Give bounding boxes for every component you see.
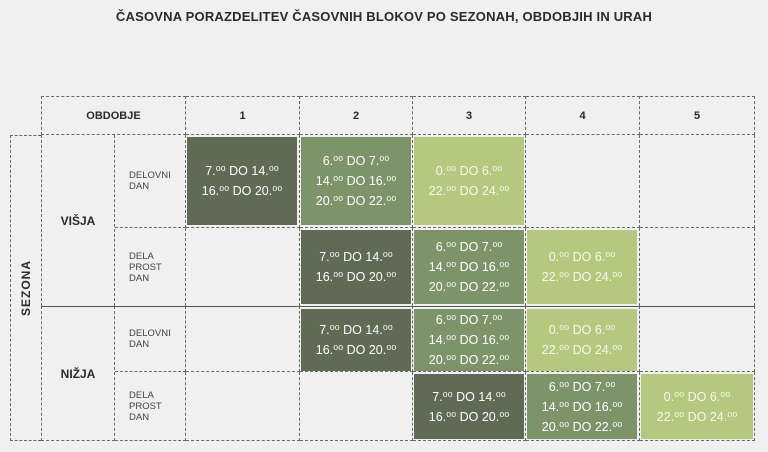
- slot-cell: 6.⁰⁰ DO 7.⁰⁰ 14.⁰⁰ DO 16.⁰⁰ 20.⁰⁰ DO 22.…: [413, 306, 526, 372]
- empty-cell: [640, 135, 755, 228]
- daytype-working: DELOVNI DAN: [115, 306, 186, 372]
- block-1-cell: 7.⁰⁰ DO 14.⁰⁰ 16.⁰⁰ DO 20.⁰⁰: [301, 309, 411, 371]
- block-2-cell: 6.⁰⁰ DO 7.⁰⁰ 14.⁰⁰ DO 16.⁰⁰ 20.⁰⁰ DO 22.…: [527, 374, 637, 439]
- period-header-5: 5: [640, 96, 755, 135]
- empty-cell: [186, 306, 300, 372]
- empty-cell: [640, 306, 755, 372]
- slot-cell: 0.⁰⁰ DO 6.⁰⁰ 22.⁰⁰ DO 24.⁰⁰: [413, 135, 526, 228]
- block-2-cell: 6.⁰⁰ DO 7.⁰⁰ 14.⁰⁰ DO 16.⁰⁰ 20.⁰⁰ DO 22.…: [414, 230, 524, 304]
- block-2-cell: 6.⁰⁰ DO 7.⁰⁰ 14.⁰⁰ DO 16.⁰⁰ 20.⁰⁰ DO 22.…: [414, 309, 524, 371]
- block-3-cell: 0.⁰⁰ DO 6.⁰⁰ 22.⁰⁰ DO 24.⁰⁰: [527, 309, 637, 371]
- slot-cell: 0.⁰⁰ DO 6.⁰⁰ 22.⁰⁰ DO 24.⁰⁰: [526, 228, 640, 306]
- period-header-1: 1: [186, 96, 300, 135]
- daytype-working: DELOVNI DAN: [115, 135, 186, 228]
- page-title: ČASOVNA PORAZDELITEV ČASOVNIH BLOKOV PO …: [115, 9, 653, 24]
- block-2-cell: 6.⁰⁰ DO 7.⁰⁰ 14.⁰⁰ DO 16.⁰⁰ 20.⁰⁰ DO 22.…: [301, 137, 411, 225]
- slot-cell: 7.⁰⁰ DO 14.⁰⁰ 16.⁰⁰ DO 20.⁰⁰: [186, 135, 300, 228]
- slot-cell: 7.⁰⁰ DO 14.⁰⁰ 16.⁰⁰ DO 20.⁰⁰: [413, 372, 526, 441]
- block-1-cell: 7.⁰⁰ DO 14.⁰⁰ 16.⁰⁰ DO 20.⁰⁰: [301, 230, 411, 304]
- block-3-cell: 0.⁰⁰ DO 6.⁰⁰ 22.⁰⁰ DO 24.⁰⁰: [641, 374, 753, 439]
- block-1-cell: 7.⁰⁰ DO 14.⁰⁰ 16.⁰⁰ DO 20.⁰⁰: [414, 374, 524, 439]
- slot-cell: 6.⁰⁰ DO 7.⁰⁰ 14.⁰⁰ DO 16.⁰⁰ 20.⁰⁰ DO 22.…: [526, 372, 640, 441]
- daytype-non-working: DELA PROST DAN: [115, 228, 186, 306]
- slot-cell: 6.⁰⁰ DO 7.⁰⁰ 14.⁰⁰ DO 16.⁰⁰ 20.⁰⁰ DO 22.…: [413, 228, 526, 306]
- period-header-4: 4: [526, 96, 640, 135]
- slot-cell: 0.⁰⁰ DO 6.⁰⁰ 22.⁰⁰ DO 24.⁰⁰: [640, 372, 755, 441]
- block-1-cell: 7.⁰⁰ DO 14.⁰⁰ 16.⁰⁰ DO 20.⁰⁰: [187, 137, 297, 225]
- period-header-2: 2: [300, 96, 413, 135]
- empty-cell: [300, 372, 413, 441]
- season-axis: SEZONA: [10, 135, 41, 441]
- empty-cell: [186, 228, 300, 306]
- block-3-cell: 0.⁰⁰ DO 6.⁰⁰ 22.⁰⁰ DO 24.⁰⁰: [414, 137, 524, 225]
- block-3-cell: 0.⁰⁰ DO 6.⁰⁰ 22.⁰⁰ DO 24.⁰⁰: [527, 230, 637, 304]
- empty-cell: [526, 135, 640, 228]
- empty-cell: [640, 228, 755, 306]
- empty-cell: [186, 372, 300, 441]
- period-header-3: 3: [413, 96, 526, 135]
- season-visja: VIŠJA: [41, 135, 115, 306]
- slot-cell: 0.⁰⁰ DO 6.⁰⁰ 22.⁰⁰ DO 24.⁰⁰: [526, 306, 640, 372]
- slot-cell: 6.⁰⁰ DO 7.⁰⁰ 14.⁰⁰ DO 16.⁰⁰ 20.⁰⁰ DO 22.…: [300, 135, 413, 228]
- period-header-label: OBDOBJE: [41, 96, 186, 135]
- slot-cell: 7.⁰⁰ DO 14.⁰⁰ 16.⁰⁰ DO 20.⁰⁰: [300, 228, 413, 306]
- slot-cell: 7.⁰⁰ DO 14.⁰⁰ 16.⁰⁰ DO 20.⁰⁰: [300, 306, 413, 372]
- season-axis-label: SEZONA: [19, 259, 33, 316]
- daytype-non-working: DELA PROST DAN: [115, 372, 186, 441]
- season-nizja: NIŽJA: [41, 306, 115, 441]
